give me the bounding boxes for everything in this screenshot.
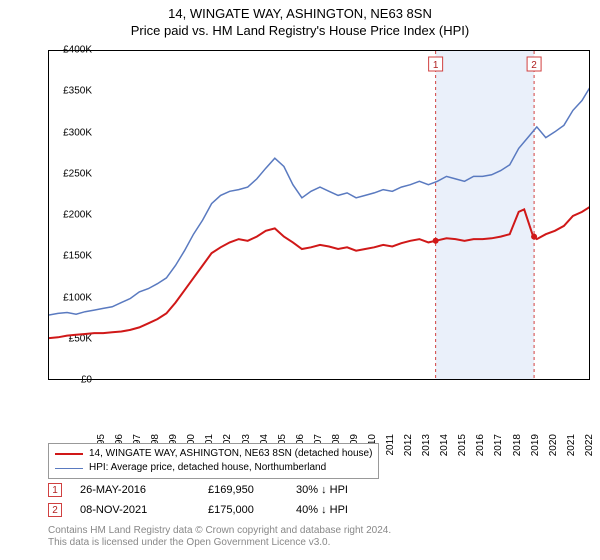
transaction-date: 08-NOV-2021 xyxy=(80,504,190,516)
transaction-row: 2 08-NOV-2021 £175,000 40% ↓ HPI xyxy=(48,503,396,517)
x-tick-label: 2016 xyxy=(475,434,486,456)
transaction-price: £169,950 xyxy=(208,484,278,496)
legend-swatch xyxy=(55,468,83,469)
legend-row: HPI: Average price, detached house, Nort… xyxy=(55,461,372,475)
x-tick-label: 2019 xyxy=(530,434,541,456)
transaction-pct: 30% ↓ HPI xyxy=(296,484,396,496)
x-tick-label: 2018 xyxy=(512,434,523,456)
transaction-row: 1 26-MAY-2016 £169,950 30% ↓ HPI xyxy=(48,483,396,497)
legend-label: 14, WINGATE WAY, ASHINGTON, NE63 8SN (de… xyxy=(89,447,372,461)
x-tick-label: 2014 xyxy=(439,434,450,456)
x-tick-label: 2015 xyxy=(457,434,468,456)
x-tick-label: 2022 xyxy=(584,434,595,456)
chart-area: £0£50K£100K£150K£200K£250K£300K£350K£400… xyxy=(48,50,590,410)
svg-text:1: 1 xyxy=(433,60,439,71)
legend: 14, WINGATE WAY, ASHINGTON, NE63 8SN (de… xyxy=(48,443,379,479)
x-tick-label: 2011 xyxy=(385,434,396,456)
x-tick-label: 2020 xyxy=(548,434,559,456)
footer-line-2: This data is licensed under the Open Gov… xyxy=(48,537,391,549)
transaction-marker-box: 2 xyxy=(48,503,62,517)
footer-line-1: Contains HM Land Registry data © Crown c… xyxy=(48,525,391,537)
title-address: 14, WINGATE WAY, ASHINGTON, NE63 8SN xyxy=(0,6,600,21)
x-tick-label: 2012 xyxy=(403,434,414,456)
legend-label: HPI: Average price, detached house, Nort… xyxy=(89,461,326,475)
plot-svg: 12 xyxy=(48,50,590,380)
svg-text:2: 2 xyxy=(531,60,537,71)
transaction-table: 1 26-MAY-2016 £169,950 30% ↓ HPI 2 08-NOV-202… xyxy=(48,483,396,523)
x-tick-label: 2017 xyxy=(493,434,504,456)
title-subtitle: Price paid vs. HM Land Registry's House … xyxy=(0,23,600,38)
transaction-price: £175,000 xyxy=(208,504,278,516)
transaction-date: 26-MAY-2016 xyxy=(80,484,190,496)
title-block: 14, WINGATE WAY, ASHINGTON, NE63 8SN Pri… xyxy=(0,0,600,38)
legend-row: 14, WINGATE WAY, ASHINGTON, NE63 8SN (de… xyxy=(55,447,372,461)
legend-swatch xyxy=(55,453,83,455)
chart-container: 14, WINGATE WAY, ASHINGTON, NE63 8SN Pri… xyxy=(0,0,600,560)
transaction-pct: 40% ↓ HPI xyxy=(296,504,396,516)
x-tick-label: 2013 xyxy=(421,434,432,456)
footer: Contains HM Land Registry data © Crown c… xyxy=(48,525,391,549)
x-tick-label: 2021 xyxy=(566,434,577,456)
transaction-marker-box: 1 xyxy=(48,483,62,497)
